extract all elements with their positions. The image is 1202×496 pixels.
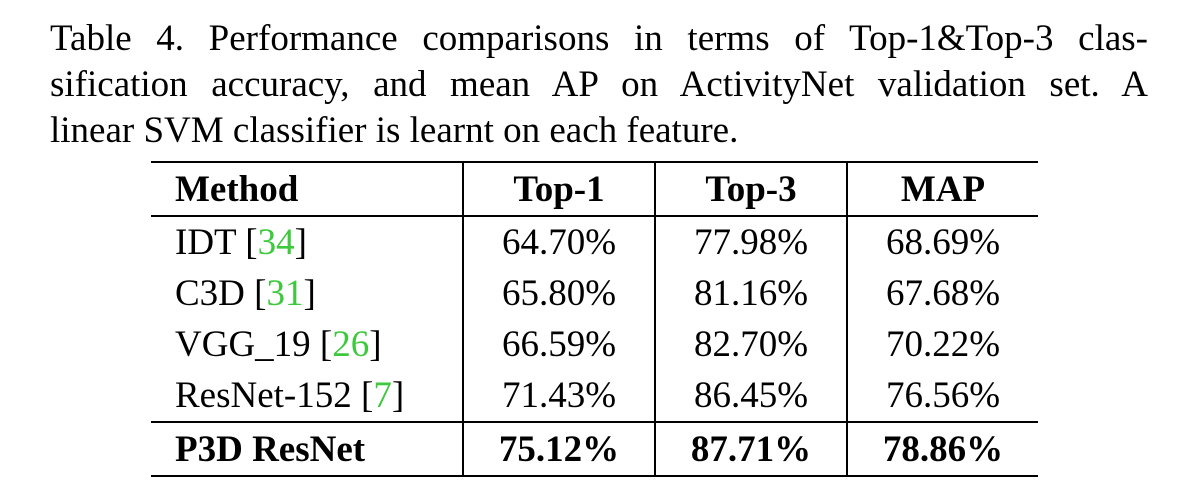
table-header-row: Method Top-1 Top-3 MAP	[151, 161, 1038, 217]
method-cell: IDT [34]	[175, 222, 307, 263]
table-row: ResNet-152 [7] 71.43% 86.45% 76.56%	[151, 370, 1038, 422]
best-top1-cell: 75.12%	[462, 421, 655, 477]
top3-cell: 81.16%	[654, 268, 847, 319]
top3-cell: 77.98%	[654, 216, 847, 268]
map-cell: 70.22%	[846, 319, 1038, 370]
top1-cell: 64.70%	[462, 216, 655, 268]
map-cell: 68.69%	[846, 216, 1038, 268]
method-name: ResNet-152	[175, 375, 352, 416]
best-map-cell: 78.86%	[846, 421, 1038, 477]
caption-line-3: linear SVM classifier is learnt on each …	[50, 110, 739, 151]
top1-cell: 65.80%	[462, 268, 655, 319]
caption-line-2: sification accuracy, and mean AP on Acti…	[50, 64, 1148, 105]
method-name: C3D	[175, 273, 245, 314]
method-cell: C3D [31]	[175, 273, 316, 314]
header-method: Method	[151, 161, 463, 217]
table-row: C3D [31] 65.80% 81.16% 67.68%	[151, 268, 1038, 319]
citation-link[interactable]: 34	[257, 222, 295, 263]
header-top3: Top-3	[654, 161, 847, 217]
method-cell: VGG_19 [26]	[175, 324, 382, 365]
header-map: MAP	[846, 161, 1038, 217]
top1-cell: 66.59%	[462, 319, 655, 370]
top3-cell: 86.45%	[654, 370, 847, 422]
map-cell: 76.56%	[846, 370, 1038, 422]
best-result-row: P3D ResNet 75.12% 87.71% 78.86%	[151, 421, 1038, 477]
table-row: IDT [34] 64.70% 77.98% 68.69%	[151, 216, 1038, 268]
best-top3-cell: 87.71%	[654, 421, 847, 477]
top3-cell: 82.70%	[654, 319, 847, 370]
citation-link[interactable]: 31	[266, 273, 304, 314]
table-row: VGG_19 [26] 66.59% 82.70% 70.22%	[151, 319, 1038, 370]
top1-cell: 71.43%	[462, 370, 655, 422]
method-cell: ResNet-152 [7]	[175, 375, 405, 416]
citation-link[interactable]: 7	[373, 375, 392, 416]
results-table-container: Method Top-1 Top-3 MAP IDT [34] 64.70% 7…	[151, 161, 1038, 477]
header-top1: Top-1	[462, 161, 655, 217]
map-cell: 67.68%	[846, 268, 1038, 319]
caption-line-1: Table 4. Performance comparisons in term…	[50, 18, 1148, 59]
method-name: VGG_19	[175, 324, 311, 365]
method-name: IDT	[175, 222, 236, 263]
table-caption: Table 4. Performance comparisons in term…	[50, 16, 1170, 154]
best-method-cell: P3D ResNet	[151, 421, 463, 477]
citation-link[interactable]: 26	[332, 324, 370, 365]
results-table: Method Top-1 Top-3 MAP IDT [34] 64.70% 7…	[151, 161, 1038, 477]
